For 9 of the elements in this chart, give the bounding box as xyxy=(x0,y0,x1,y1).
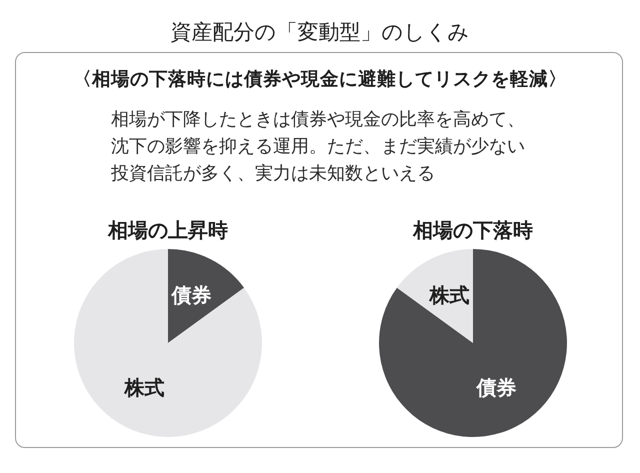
slice-label: 株式 xyxy=(124,375,165,400)
text: 〈相場の下落時には債券や現金に避難してリスクを軽減〉 xyxy=(72,68,568,92)
text: 相場が下降したときは債券や現金の比率を高めて、沈下の影響を抑える運用。ただ、まだ実績が少ない投資信託が多く、実力は未知数といえる xyxy=(111,108,526,186)
slice-label: 債券 xyxy=(170,283,212,308)
slice-label: 債券 xyxy=(475,375,516,400)
chart-title: 相場の下落時 xyxy=(412,217,534,244)
slice-label: 株式 xyxy=(428,283,470,308)
text: 資産配分の「変動型」のしくみ xyxy=(170,19,470,46)
chart-title: 相場の上昇時 xyxy=(106,217,229,244)
